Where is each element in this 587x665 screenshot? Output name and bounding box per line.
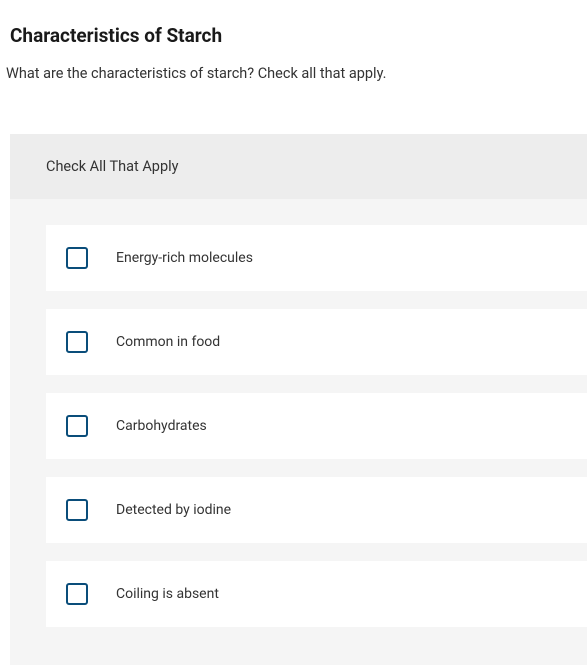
option-label: Detected by iodine [116,502,231,518]
checkbox[interactable] [66,499,88,521]
instruction-label: Check All That Apply [10,134,587,199]
option-label: Carbohydrates [116,418,207,434]
option-row[interactable]: Energy-rich molecules [46,225,587,291]
question-prompt: What are the characteristics of starch? … [0,57,587,102]
checkbox[interactable] [66,331,88,353]
option-label: Coiling is absent [116,586,219,602]
checkbox[interactable] [66,583,88,605]
checkbox[interactable] [66,415,88,437]
question-container: Check All That Apply Energy-rich molecul… [10,134,587,665]
option-row[interactable]: Coiling is absent [46,561,587,627]
checkbox[interactable] [66,247,88,269]
options-list: Energy-rich molecules Common in food Car… [10,199,587,627]
page-title: Characteristics of Starch [0,0,587,57]
option-row[interactable]: Common in food [46,309,587,375]
option-label: Common in food [116,334,220,350]
option-row[interactable]: Carbohydrates [46,393,587,459]
option-row[interactable]: Detected by iodine [46,477,587,543]
option-label: Energy-rich molecules [116,250,253,266]
